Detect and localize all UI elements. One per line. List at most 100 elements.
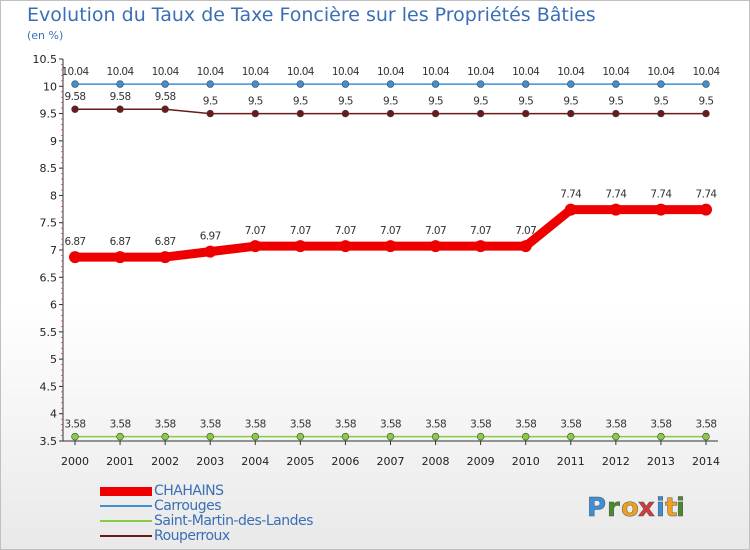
data-label-saint-martin-des-landes: 3.58 [110, 419, 131, 431]
data-label-saint-martin-des-landes: 3.58 [425, 419, 446, 431]
data-label-chahains: 7.07 [335, 225, 356, 237]
data-label-carrouges: 10.04 [61, 66, 89, 78]
data-label-chahains: 7.74 [696, 189, 718, 201]
data-point-saint-martin-des-landes [71, 432, 79, 441]
legend-swatch-carrouges [100, 505, 152, 507]
x-tick-label: 2014 [692, 455, 720, 468]
y-tick-label: 9 [50, 135, 57, 148]
data-label-carrouges: 10.04 [602, 66, 630, 78]
data-point-carrouges [567, 80, 575, 88]
legend-swatch-chahains [100, 487, 152, 496]
data-label-chahains: 7.07 [470, 225, 491, 237]
data-label-chahains: 7.07 [245, 225, 266, 237]
data-point-saint-martin-des-landes [161, 432, 169, 441]
data-point-chahains [564, 203, 577, 216]
data-label-rouperroux: 9.58 [110, 91, 131, 103]
x-tick-label: 2006 [331, 455, 359, 468]
data-point-saint-martin-des-landes [431, 432, 440, 441]
logo-letter: i [676, 493, 685, 523]
data-point-saint-martin-des-landes [702, 432, 710, 441]
x-tick-label: 2011 [557, 455, 585, 468]
data-label-saint-martin-des-landes: 3.58 [155, 419, 176, 431]
y-tick-label: 4 [50, 408, 57, 421]
data-point-saint-martin-des-landes [386, 432, 395, 441]
data-label-rouperroux: 9.5 [473, 96, 488, 108]
axes: 3.5 4 4.5 5 5.5 6 6.5 7 7.5 8 8.5 9 9.5 10 10.5 2000 200… [33, 53, 721, 468]
x-tick-label: 2010 [512, 455, 540, 468]
data-label-rouperroux: 9.58 [155, 91, 176, 103]
data-label-rouperroux: 9.5 [293, 96, 308, 108]
data-label-saint-martin-des-landes: 3.58 [380, 419, 401, 431]
data-point-carrouges [386, 80, 395, 88]
data-point-chahains [249, 240, 262, 253]
data-point-rouperroux [386, 109, 395, 118]
x-tick-label: 2002 [151, 455, 179, 468]
logo-letter: o [621, 493, 639, 523]
data-label-rouperroux: 9.5 [563, 96, 578, 108]
data-label-carrouges: 10.04 [152, 66, 180, 78]
data-point-carrouges [476, 80, 485, 88]
legend-label-rouperroux: Rouperroux [154, 528, 230, 544]
data-label-saint-martin-des-landes: 3.58 [560, 419, 581, 431]
data-label-carrouges: 10.04 [107, 66, 135, 78]
y-tick-label: 10.5 [33, 53, 58, 66]
x-tick-label: 2008 [422, 455, 450, 468]
data-label-rouperroux: 9.5 [699, 96, 714, 108]
data-label-saint-martin-des-landes: 3.58 [65, 419, 86, 431]
data-point-saint-martin-des-landes [657, 432, 665, 441]
legend-item-chahains: CHAHAINS [100, 483, 400, 499]
data-point-chahains [294, 240, 307, 253]
data-label-rouperroux: 9.5 [338, 96, 353, 108]
data-label-saint-martin-des-landes: 3.58 [335, 419, 356, 431]
data-label-rouperroux: 9.5 [518, 96, 533, 108]
data-label-chahains: 6.87 [110, 236, 131, 248]
data-label-carrouges: 10.04 [557, 66, 585, 78]
data-label-saint-martin-des-landes: 3.58 [200, 419, 221, 431]
data-label-carrouges: 10.04 [422, 66, 450, 78]
data-label-chahains: 7.07 [425, 225, 446, 237]
data-label-saint-martin-des-landes: 3.58 [470, 419, 491, 431]
y-tick-label: 10 [43, 80, 57, 93]
data-label-carrouges: 10.04 [287, 66, 315, 78]
y-tick-label: 7.5 [40, 217, 58, 230]
data-label-carrouges: 10.04 [692, 66, 720, 78]
data-point-carrouges [161, 80, 169, 88]
data-label-saint-martin-des-landes: 3.58 [650, 419, 671, 431]
data-label-chahains: 6.87 [155, 236, 176, 248]
data-label-saint-martin-des-landes: 3.58 [605, 419, 626, 431]
x-tick-label: 2004 [241, 455, 269, 468]
data-point-carrouges [612, 80, 620, 88]
data-label-carrouges: 10.04 [197, 66, 225, 78]
data-labels: 10.04 10.04 10.04 10.04 10.04 10.04 10.04 10.04… [61, 66, 721, 431]
data-point-rouperroux [341, 109, 350, 118]
y-tick-label: 6.5 [40, 271, 58, 284]
x-tick-label: 2001 [106, 455, 134, 468]
x-tick-label: 2005 [286, 455, 314, 468]
data-point-saint-martin-des-landes [296, 432, 305, 441]
data-point-rouperroux [431, 109, 440, 118]
data-point-rouperroux [476, 109, 485, 118]
data-point-carrouges [206, 80, 214, 88]
data-label-saint-martin-des-landes: 3.58 [515, 419, 536, 431]
data-point-chahains [114, 251, 127, 264]
data-point-saint-martin-des-landes [612, 432, 620, 441]
y-tick-label: 8 [50, 189, 57, 202]
chart-subtitle: (en %) [27, 29, 64, 42]
data-point-carrouges [71, 80, 79, 88]
chart-title: Evolution du Taux de Taxe Foncière sur l… [27, 4, 596, 26]
data-label-chahains: 7.74 [650, 189, 672, 201]
data-point-chahains [69, 251, 81, 264]
data-point-rouperroux [71, 105, 79, 113]
x-tick-label: 2003 [196, 455, 224, 468]
logo-letter: i [656, 493, 665, 523]
y-tick-label: 7 [50, 244, 57, 257]
data-point-saint-martin-des-landes [206, 432, 214, 441]
data-point-carrouges [431, 80, 440, 88]
data-point-saint-martin-des-landes [476, 432, 485, 441]
data-label-chahains: 7.74 [560, 189, 582, 201]
data-point-rouperroux [612, 109, 620, 118]
legend-item-carrouges: Carrouges [100, 498, 400, 514]
y-tick-label: 9.5 [40, 108, 58, 121]
legend-item-rouperroux: Rouperroux [100, 528, 400, 544]
